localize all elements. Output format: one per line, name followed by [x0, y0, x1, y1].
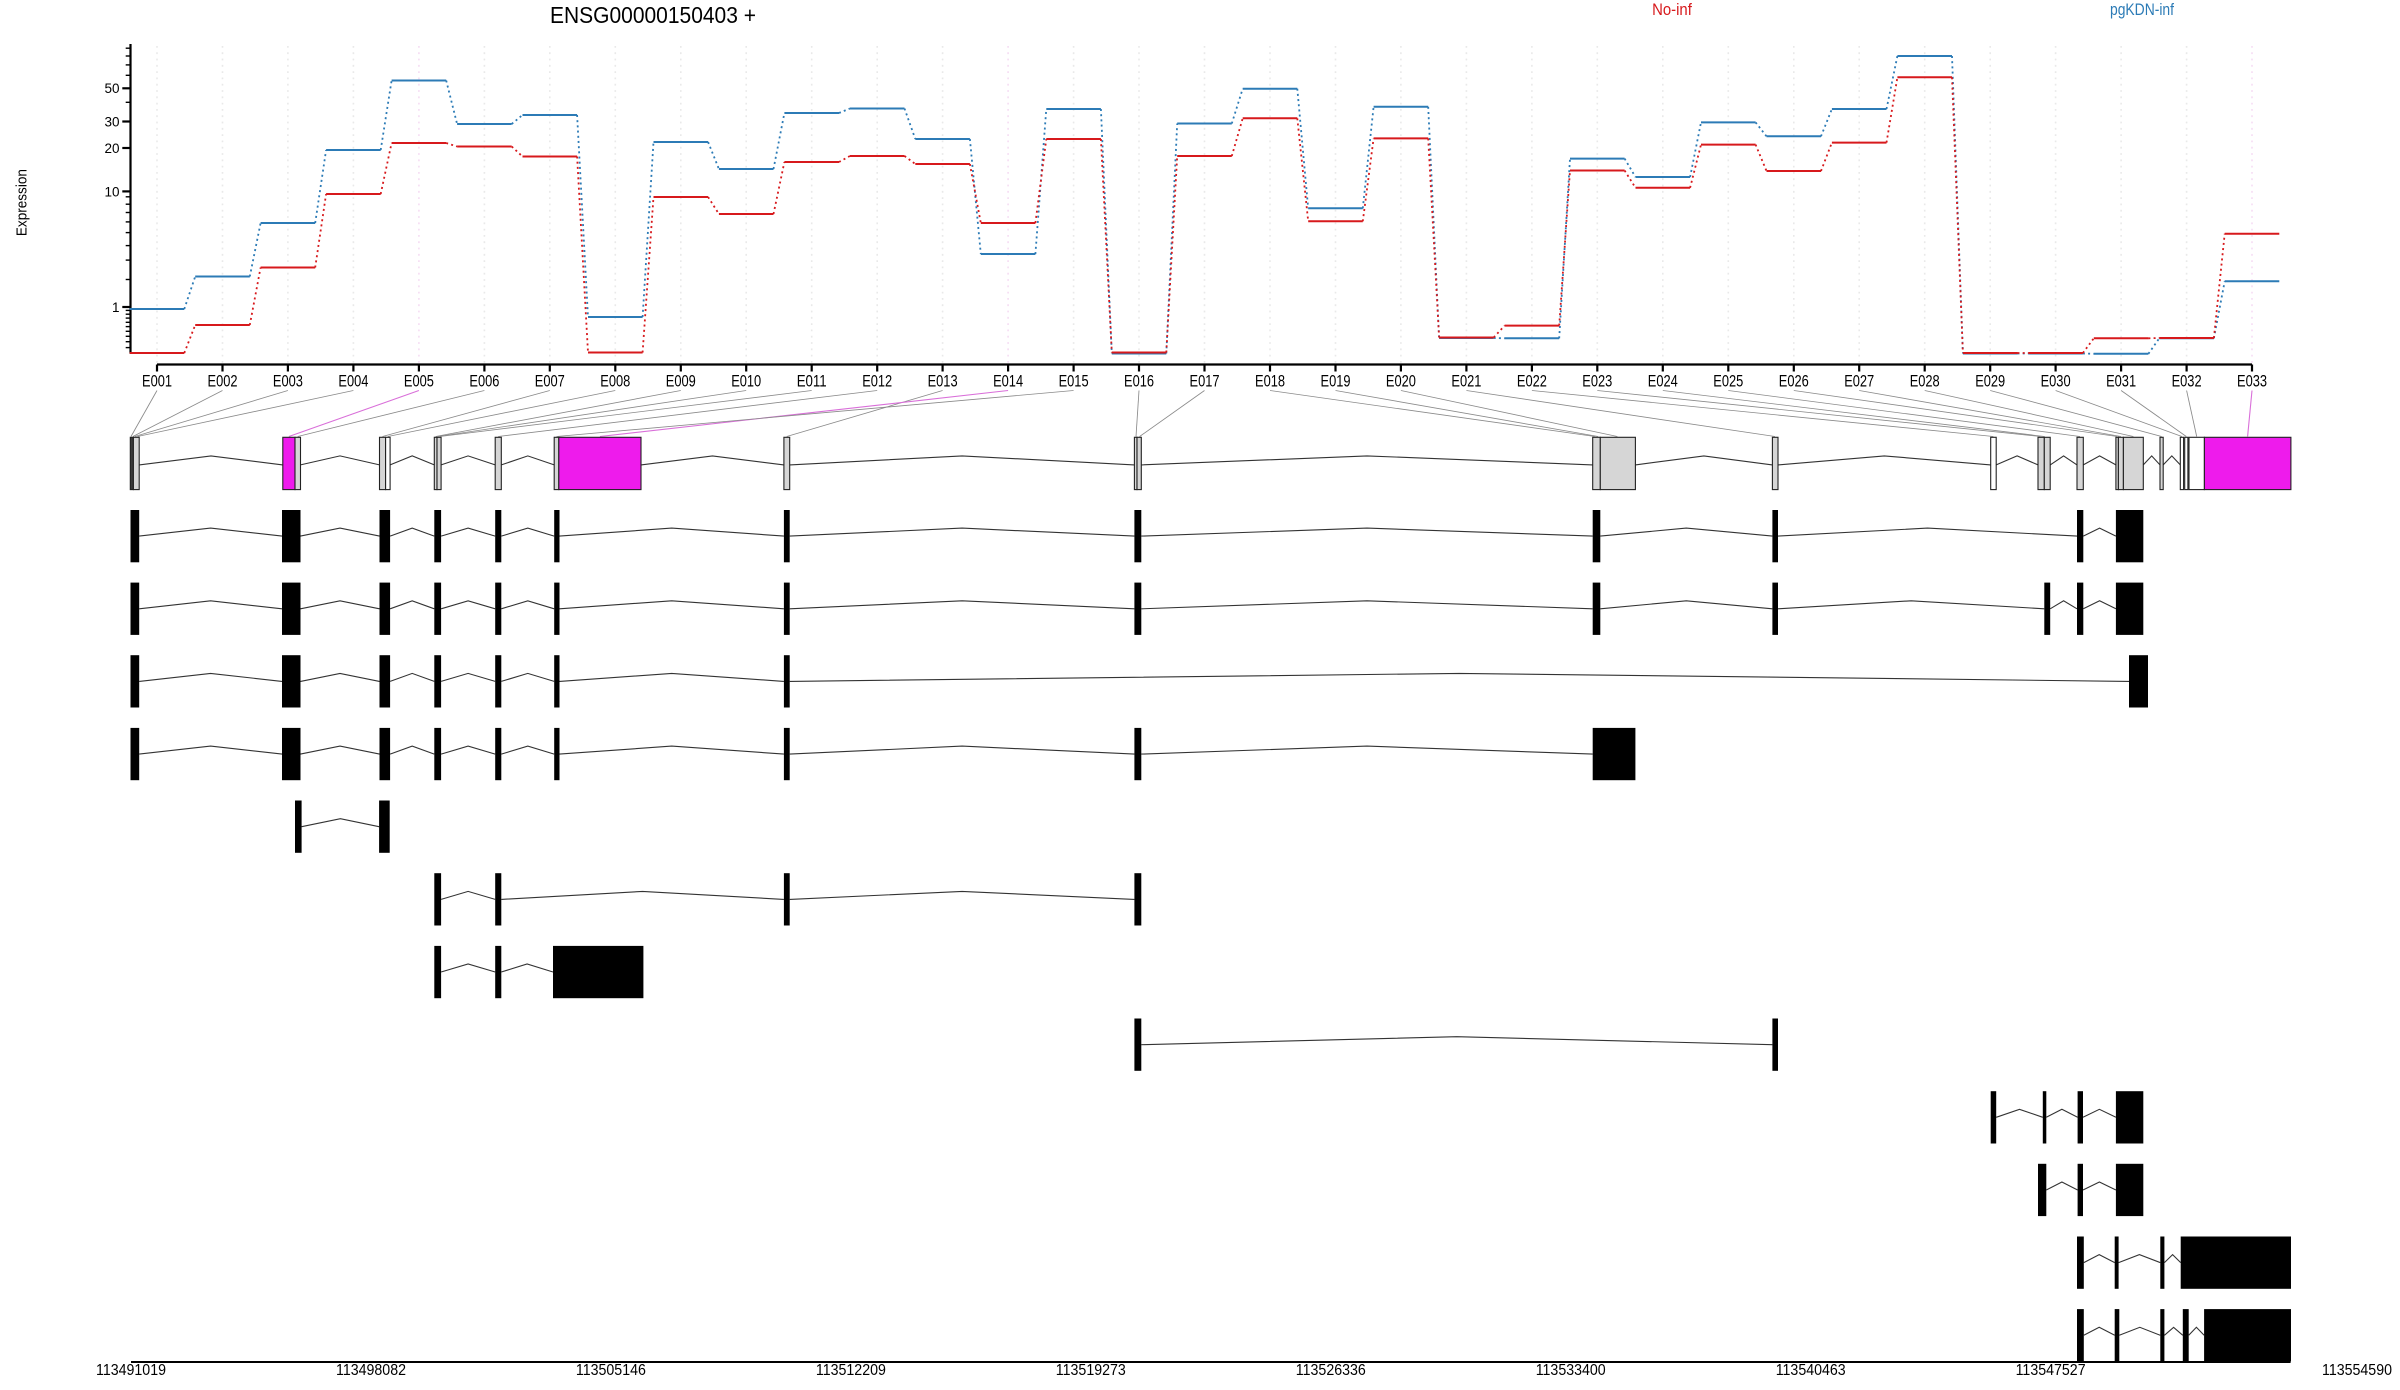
svg-text:E024: E024 [1648, 373, 1678, 391]
svg-text:E020: E020 [1386, 373, 1416, 391]
svg-text:E013: E013 [928, 373, 958, 391]
svg-text:E019: E019 [1321, 373, 1351, 391]
svg-text:50: 50 [104, 81, 119, 96]
svg-text:113512209: 113512209 [816, 1362, 886, 1379]
svg-text:E003: E003 [273, 373, 303, 391]
svg-text:E008: E008 [600, 373, 630, 391]
svg-text:113547527: 113547527 [2016, 1362, 2086, 1379]
svg-text:E011: E011 [797, 373, 827, 391]
svg-text:E027: E027 [1844, 373, 1874, 391]
svg-text:1: 1 [112, 300, 120, 315]
svg-text:E018: E018 [1255, 373, 1285, 391]
svg-text:113540463: 113540463 [1776, 1362, 1846, 1379]
svg-text:E025: E025 [1713, 373, 1743, 391]
svg-text:E033: E033 [2237, 373, 2267, 391]
svg-text:E032: E032 [2172, 373, 2202, 391]
svg-text:E022: E022 [1517, 373, 1547, 391]
svg-text:E002: E002 [208, 373, 238, 391]
svg-text:E021: E021 [1451, 373, 1481, 391]
svg-text:E010: E010 [731, 373, 761, 391]
svg-text:113554590: 113554590 [2322, 1362, 2392, 1379]
svg-text:113519273: 113519273 [1056, 1362, 1126, 1379]
svg-text:113491019: 113491019 [96, 1362, 166, 1379]
svg-text:pgKDN-inf: pgKDN-inf [2110, 1, 2174, 19]
svg-text:113505146: 113505146 [576, 1362, 646, 1379]
svg-text:E023: E023 [1582, 373, 1612, 391]
svg-text:Expression: Expression [15, 169, 31, 236]
svg-text:E009: E009 [666, 373, 696, 391]
svg-text:E004: E004 [338, 373, 368, 391]
svg-text:20: 20 [104, 141, 119, 156]
svg-text:113533400: 113533400 [1536, 1362, 1606, 1379]
svg-text:E029: E029 [1975, 373, 2005, 391]
svg-text:E014: E014 [993, 373, 1023, 391]
svg-text:E026: E026 [1779, 373, 1809, 391]
svg-text:E031: E031 [2106, 373, 2136, 391]
svg-text:E001: E001 [142, 373, 172, 391]
svg-text:30: 30 [104, 114, 119, 129]
svg-text:E015: E015 [1059, 373, 1089, 391]
svg-text:E012: E012 [862, 373, 892, 391]
svg-text:E007: E007 [535, 373, 565, 391]
svg-text:E028: E028 [1910, 373, 1940, 391]
svg-text:10: 10 [104, 184, 119, 199]
svg-text:E005: E005 [404, 373, 434, 391]
svg-text:ENSG00000150403 +: ENSG00000150403 + [550, 2, 756, 28]
svg-text:E017: E017 [1190, 373, 1220, 391]
svg-text:E030: E030 [2041, 373, 2071, 391]
svg-text:No-inf: No-inf [1652, 1, 1692, 19]
svg-text:E006: E006 [469, 373, 499, 391]
svg-text:E016: E016 [1124, 373, 1154, 391]
svg-text:113498082: 113498082 [336, 1362, 406, 1379]
svg-text:113526336: 113526336 [1296, 1362, 1366, 1379]
